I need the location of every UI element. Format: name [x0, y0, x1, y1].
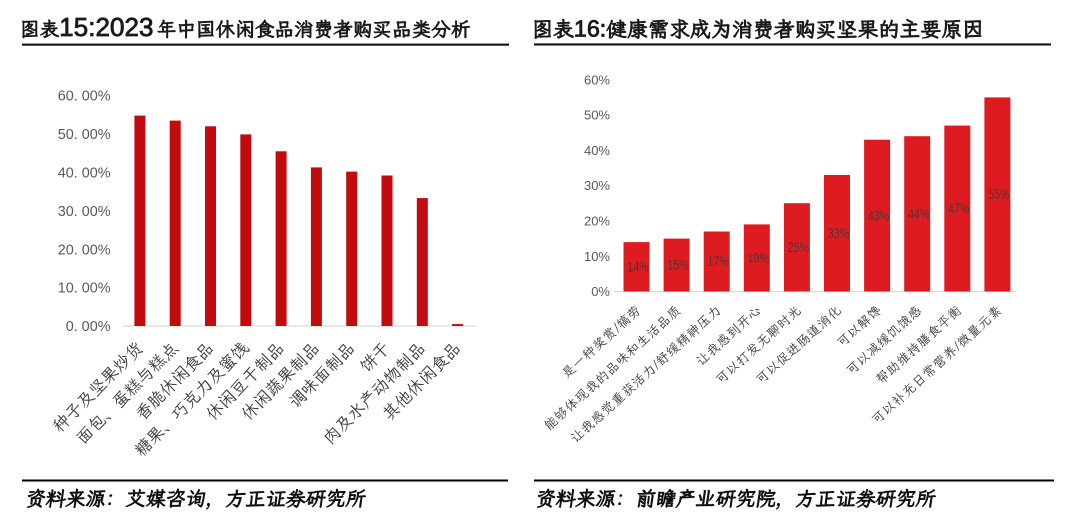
svg-text:43%: 43%	[868, 208, 890, 223]
svg-text:40%: 40%	[584, 143, 610, 158]
svg-text:60. 00%: 60. 00%	[58, 89, 111, 105]
svg-text:14%: 14%	[627, 260, 649, 275]
svg-text:19%: 19%	[748, 251, 770, 266]
svg-text:60%: 60%	[584, 72, 610, 87]
svg-text:40. 00%: 40. 00%	[58, 166, 111, 182]
svg-text:0. 00%: 0. 00%	[66, 319, 111, 335]
svg-text:10%: 10%	[584, 249, 610, 264]
svg-text:25%: 25%	[788, 240, 810, 255]
svg-text:17%: 17%	[707, 254, 729, 269]
svg-text:50%: 50%	[584, 108, 610, 123]
svg-text:20. 00%: 20. 00%	[58, 242, 111, 258]
svg-text:10. 00%: 10. 00%	[58, 281, 111, 297]
svg-text:15%: 15%	[667, 258, 689, 273]
svg-text:50. 00%: 50. 00%	[58, 127, 111, 143]
svg-text:30. 00%: 30. 00%	[58, 204, 111, 220]
svg-text:44%: 44%	[908, 207, 930, 222]
svg-text:20%: 20%	[584, 214, 610, 229]
svg-text:0%: 0%	[591, 284, 610, 299]
svg-text:55%: 55%	[988, 187, 1010, 202]
svg-text:47%: 47%	[948, 201, 970, 216]
svg-text:30%: 30%	[584, 178, 610, 193]
svg-text:33%: 33%	[828, 226, 850, 241]
